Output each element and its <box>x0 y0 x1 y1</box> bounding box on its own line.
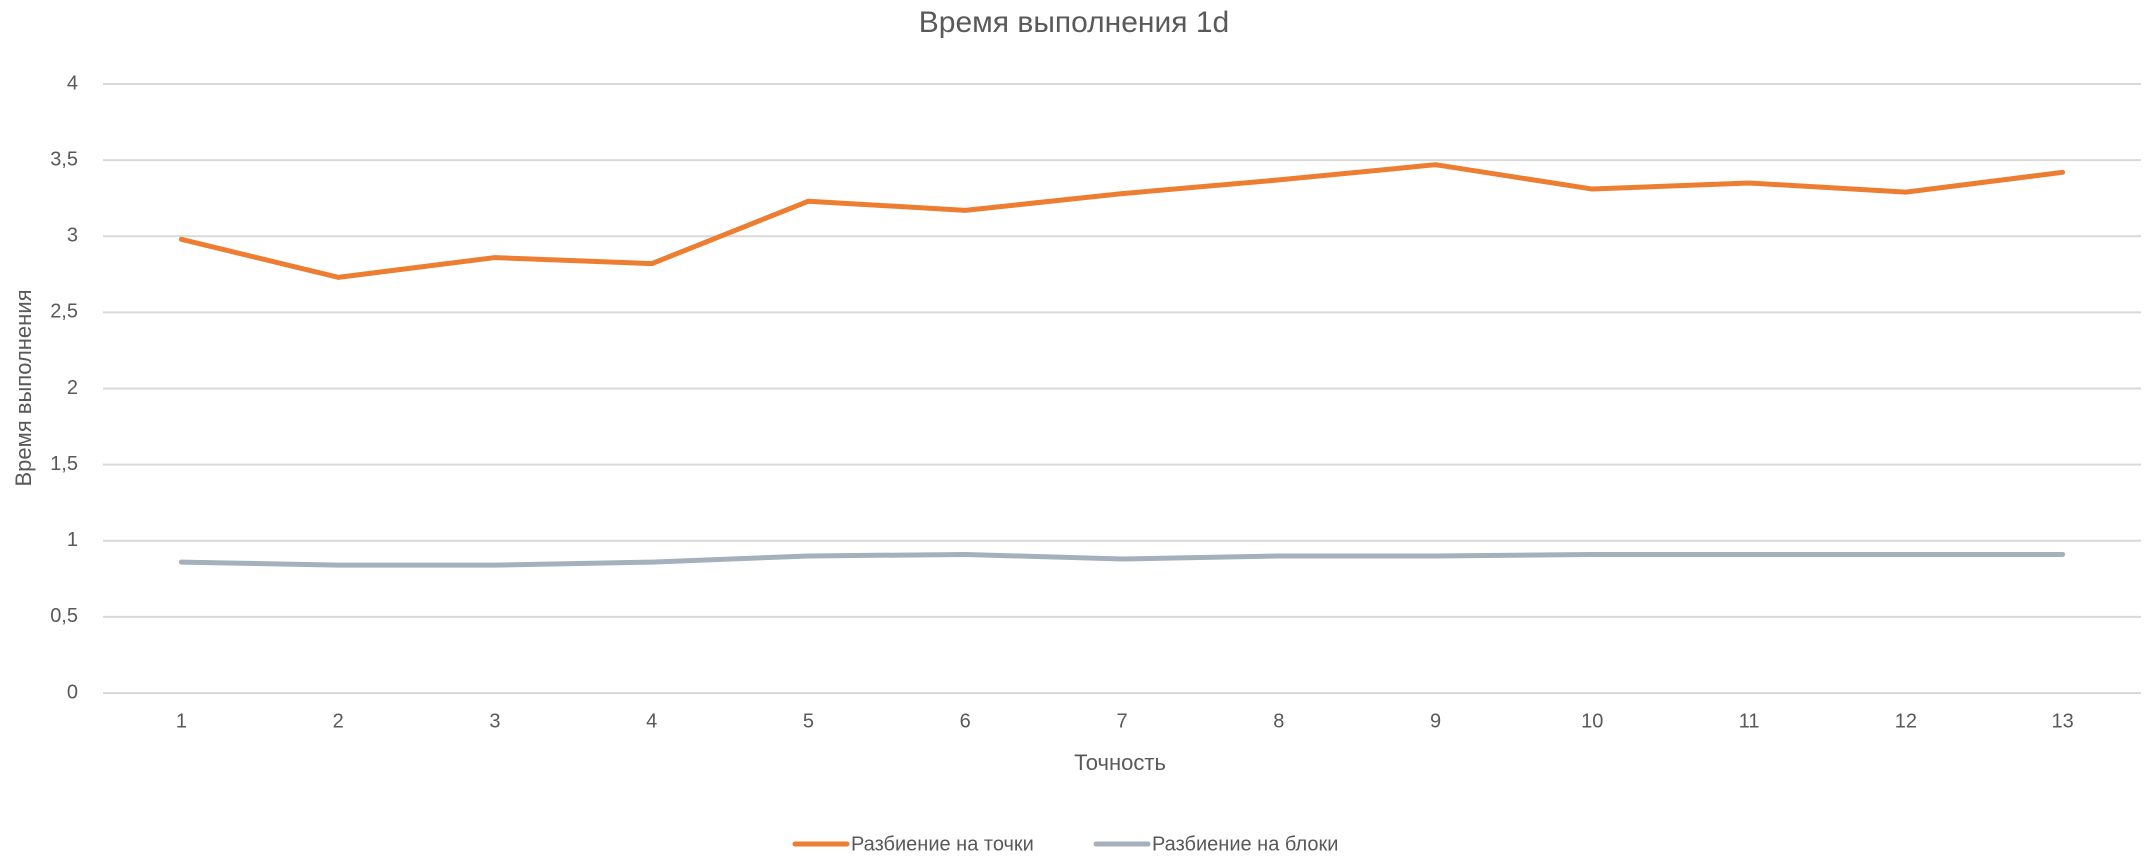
x-tick-label: 3 <box>489 710 500 732</box>
x-tick-label: 11 <box>1739 710 1760 732</box>
x-tick-label: 5 <box>803 710 814 732</box>
x-tick-label: 10 <box>1581 710 1603 732</box>
legend-label: Разбиение на блоки <box>1152 833 1338 855</box>
y-tick-label: 1,5 <box>50 453 78 475</box>
y-tick-label: 2,5 <box>50 301 78 323</box>
x-tick-label: 12 <box>1895 710 1917 732</box>
x-tick-label: 7 <box>1116 710 1127 732</box>
chart-title: Время выполнения 1d <box>919 6 1229 39</box>
y-axis-title: Время выполнения <box>11 289 36 486</box>
y-tick-label: 2 <box>67 377 78 399</box>
x-tick-label: 13 <box>2051 710 2073 732</box>
x-tick-label: 4 <box>646 710 657 732</box>
y-tick-label: 0 <box>67 681 78 703</box>
y-tick-label: 0,5 <box>50 605 78 627</box>
x-tick-label: 2 <box>333 710 344 732</box>
y-tick-label: 4 <box>67 72 78 94</box>
y-tick-label: 3,5 <box>50 148 78 170</box>
series-line <box>178 551 2066 568</box>
series-line <box>178 162 2066 280</box>
x-tick-label: 1 <box>176 710 187 732</box>
y-tick-label: 3 <box>67 225 78 247</box>
x-tick-label: 9 <box>1430 710 1441 732</box>
x-axis-title: Точность <box>1074 750 1166 775</box>
y-tick-label: 1 <box>67 529 78 551</box>
legend-label: Разбиение на точки <box>851 833 1034 855</box>
x-tick-label: 6 <box>960 710 971 732</box>
x-tick-label: 8 <box>1273 710 1284 732</box>
